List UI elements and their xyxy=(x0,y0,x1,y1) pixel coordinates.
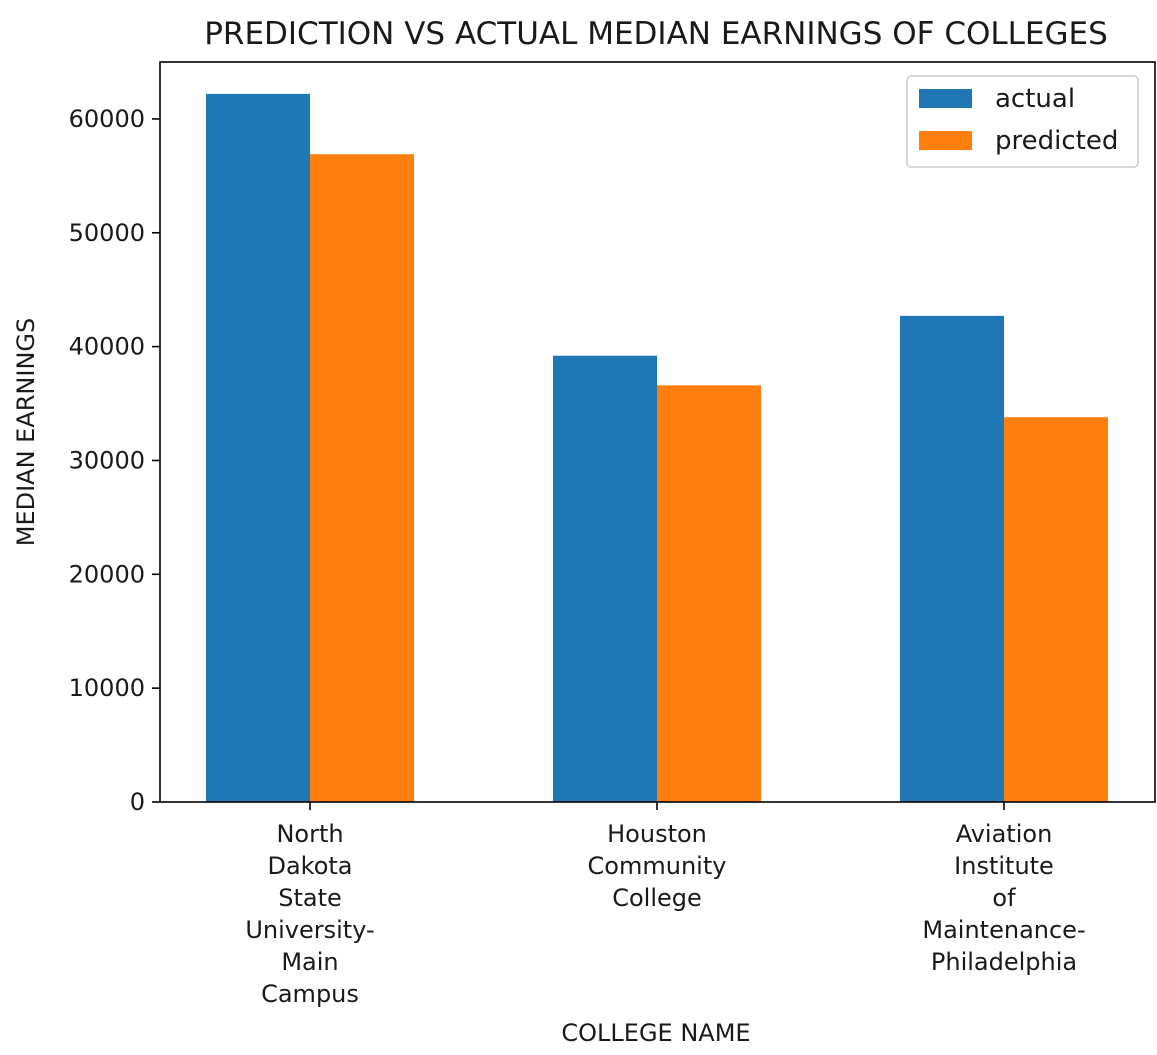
y-axis: 0 10000 20000 30000 40000 50000 60000 xyxy=(69,105,160,816)
bar-actual-2 xyxy=(553,355,657,802)
x-tick-label: North Dakota State University- Main Campus xyxy=(245,820,374,1008)
y-tick-label: 0 xyxy=(130,788,145,816)
x-tick-label-line: Houston xyxy=(607,820,707,848)
y-tick-label: 60000 xyxy=(69,105,145,133)
bar-predicted-1 xyxy=(310,154,414,802)
x-tick-label: Aviation Institute of Maintenance- Philadelp… xyxy=(922,820,1085,976)
bar-predicted-3 xyxy=(1004,417,1108,802)
x-axis: North Dakota State University- Main Campus Hou… xyxy=(245,802,1086,1008)
y-tick-label: 20000 xyxy=(69,560,145,588)
x-tick-label-line: Main xyxy=(281,948,338,976)
x-tick-label-line: College xyxy=(612,884,702,912)
bars-group xyxy=(206,93,1108,802)
x-tick-label-line: Community xyxy=(588,852,727,880)
y-tick-label: 50000 xyxy=(69,219,145,247)
x-tick-label-line: Aviation xyxy=(956,820,1053,848)
legend-label-predicted: predicted xyxy=(995,126,1118,156)
x-tick-label-line: Maintenance- xyxy=(922,916,1085,944)
x-tick-label: Houston Community College xyxy=(588,820,727,912)
legend-label-actual: actual xyxy=(995,84,1075,114)
bar-predicted-2 xyxy=(657,385,761,802)
x-tick-label-line: State xyxy=(278,884,342,912)
legend-swatch-predicted xyxy=(919,131,972,150)
y-tick-label: 10000 xyxy=(69,674,145,702)
x-tick-label-line: University- xyxy=(245,916,374,944)
x-axis-label: COLLEGE NAME xyxy=(561,1019,750,1047)
x-tick-label-line: of xyxy=(992,884,1016,912)
x-tick-label-line: Philadelphia xyxy=(931,948,1077,976)
y-tick-label: 30000 xyxy=(69,446,145,474)
x-tick-label-line: Institute xyxy=(954,852,1054,880)
y-tick-label: 40000 xyxy=(69,333,145,361)
y-axis-label: MEDIAN EARNINGS xyxy=(12,318,40,547)
legend: actual predicted xyxy=(906,75,1139,168)
chart-title: PREDICTION VS ACTUAL MEDIAN EARNINGS OF … xyxy=(204,16,1108,52)
bar-actual-1 xyxy=(206,93,310,802)
legend-swatch-actual xyxy=(919,89,972,108)
x-tick-label-line: North xyxy=(276,820,343,848)
bar-actual-3 xyxy=(900,315,1004,802)
x-tick-label-line: Campus xyxy=(261,980,359,1008)
x-tick-label-line: Dakota xyxy=(267,852,352,880)
